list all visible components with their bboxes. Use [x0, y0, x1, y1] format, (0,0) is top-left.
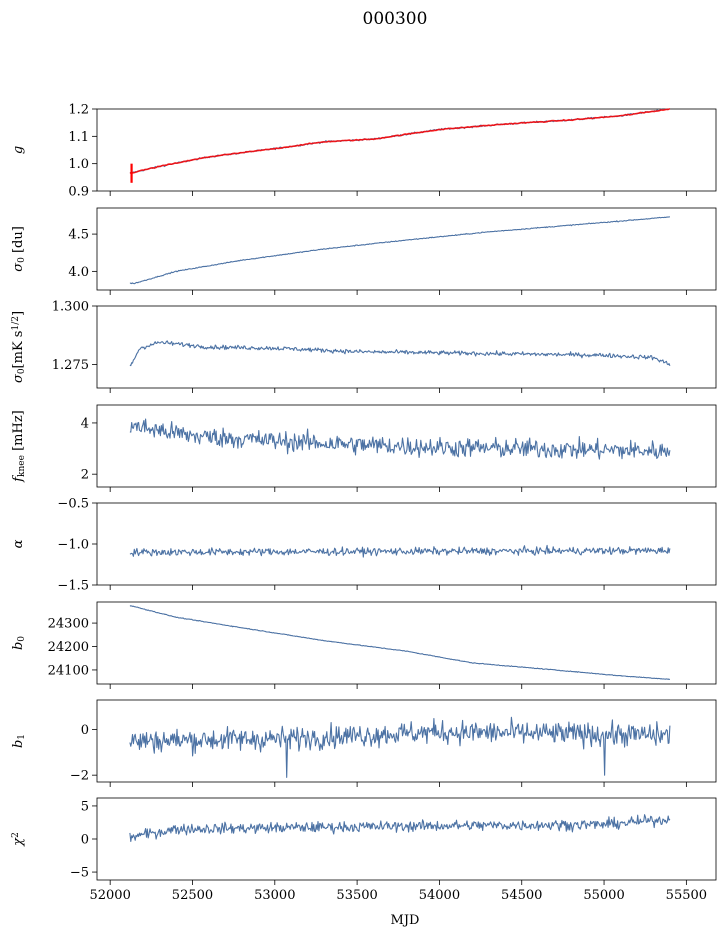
- series-line: [129, 605, 671, 681]
- panel-frame: [96, 601, 717, 685]
- panel-6: 24100 24200 24300 b0: [11, 601, 717, 689]
- series-line: [129, 418, 671, 460]
- series-line: [129, 716, 671, 778]
- y-tick-label: −1.0: [57, 538, 89, 553]
- y-tick-label: 5: [81, 799, 89, 814]
- y-tick-label: 1.2: [68, 103, 89, 118]
- y-tick-label: 0.9: [68, 185, 89, 200]
- panel-3: 1.275 1.300 σ0[mK s1/2]: [11, 300, 717, 393]
- y-tick-label: 24200: [48, 640, 89, 655]
- y-tick-label: 0: [81, 833, 89, 848]
- overlay-line: [129, 107, 671, 174]
- panel-frame: [96, 797, 717, 881]
- y-tick-label: 4: [81, 416, 89, 431]
- x-tick-label: 54000: [419, 888, 460, 903]
- x-tick-label: 53500: [336, 888, 377, 903]
- x-tick-label: 52500: [172, 888, 213, 903]
- series-line: [129, 814, 671, 842]
- series-line: [129, 216, 670, 285]
- y-axis-label: b1: [11, 734, 27, 748]
- y-axis-label: σ0 [du]: [11, 226, 27, 272]
- panel-4: 2 4 fknee [mHz]: [11, 404, 717, 492]
- y-tick-label: 0: [81, 723, 89, 738]
- y-tick-label: −5: [70, 866, 89, 881]
- x-tick-label: 52000: [89, 888, 130, 903]
- y-tick-label: 4.5: [68, 228, 89, 243]
- x-tick-label: 53000: [254, 888, 295, 903]
- panel-7: −2 0 b1: [11, 699, 717, 787]
- panel-1: 0.9 1.0 1.1 1.2 g: [11, 103, 717, 200]
- y-tick-label: 4.0: [68, 265, 89, 280]
- panel-2: 4.0 4.5 σ0 [du]: [11, 207, 717, 295]
- x-tick-label: 55000: [583, 888, 624, 903]
- y-axis-label: α: [11, 539, 26, 548]
- panel-frame: [96, 207, 717, 291]
- series-line: [129, 544, 671, 558]
- panel-frame: [96, 305, 717, 389]
- y-axis-label: fknee [mHz]: [11, 410, 27, 483]
- y-tick-label: 1.300: [52, 300, 89, 315]
- panel-8: 52000 52500 53000 53500 54000 54500 55000 55500…: [11, 797, 717, 903]
- y-tick-label: −0.5: [57, 497, 89, 512]
- x-tick-label: 54500: [501, 888, 542, 903]
- y-tick-label: −2: [70, 769, 89, 784]
- y-tick-label: 1.275: [52, 358, 89, 373]
- x-axis-label: MJD: [391, 913, 420, 928]
- y-tick-label: −1.5: [57, 579, 89, 594]
- figure-title: 000300: [363, 9, 428, 29]
- panel-frame: [96, 404, 717, 488]
- y-tick-label: 2: [81, 468, 89, 483]
- y-tick-label: 24300: [48, 617, 89, 632]
- y-axis-label: σ0[mK s1/2]: [11, 311, 27, 383]
- y-tick-label: 24100: [48, 663, 89, 678]
- panel-frame: [96, 502, 717, 586]
- panel-frame: [96, 699, 717, 783]
- y-axis-label: b0: [11, 636, 27, 650]
- y-tick-label: 1.0: [68, 157, 89, 172]
- y-axis-label: χ2: [11, 832, 26, 847]
- x-tick-label: 55500: [666, 888, 707, 903]
- panel-5: −1.5 −1.0 −0.5 α: [11, 497, 717, 594]
- y-axis-label: g: [11, 146, 26, 154]
- series-line: [129, 340, 671, 367]
- panel-frame: [96, 108, 717, 192]
- y-tick-label: 1.1: [68, 130, 89, 145]
- panels-group: 0.9 1.0 1.1 1.2 g 4.0 4.5 σ0 [du] 1.275 1.300 σ0[m…: [11, 103, 717, 903]
